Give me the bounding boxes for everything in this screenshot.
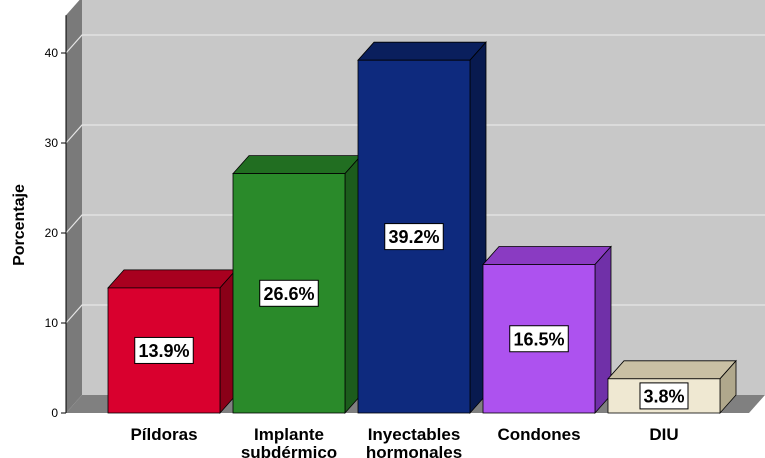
x-tick-label: DIU bbox=[649, 425, 678, 444]
data-label-box bbox=[134, 336, 194, 364]
data-label: 16.5% bbox=[509, 325, 569, 353]
data-labels: 13.9% 26.6% 39.2% 16.5% 3.8% bbox=[134, 223, 689, 410]
data-label: 3.8% bbox=[639, 382, 689, 410]
data-label-box bbox=[259, 279, 319, 307]
x-tick-label: Implante bbox=[254, 425, 324, 444]
bar-top bbox=[232, 155, 362, 175]
gridline bbox=[65, 214, 765, 234]
bars bbox=[107, 41, 737, 415]
y-axis: 0 10 20 30 40 bbox=[45, 15, 67, 420]
y-tick-label: 10 bbox=[45, 316, 59, 330]
data-label-text: 39.2% bbox=[388, 227, 439, 247]
x-tick-label: Condones bbox=[497, 425, 580, 444]
bar bbox=[357, 41, 487, 415]
y-axis-title: Porcentaje bbox=[11, 184, 28, 266]
y-tick-label: 0 bbox=[51, 406, 58, 420]
y-tick-label: 20 bbox=[45, 226, 59, 240]
data-label: 26.6% bbox=[259, 279, 319, 307]
bar-top bbox=[357, 41, 487, 61]
gridlines bbox=[65, 34, 765, 324]
data-label: 39.2% bbox=[384, 223, 444, 251]
bar-top bbox=[107, 269, 237, 289]
bar-top bbox=[482, 246, 612, 265]
data-label-text: 26.6% bbox=[263, 284, 314, 304]
data-label-box bbox=[509, 325, 569, 353]
bar-top bbox=[607, 360, 737, 380]
x-tick-label: subdérmico bbox=[241, 443, 337, 458]
gridline bbox=[65, 34, 765, 54]
data-label: 13.9% bbox=[134, 336, 194, 364]
data-label-box bbox=[384, 223, 444, 251]
data-label-box bbox=[639, 382, 689, 410]
x-tick-label: Inyectables bbox=[368, 425, 461, 444]
x-tick-label: hormonales bbox=[366, 443, 462, 458]
side-wall bbox=[66, 0, 82, 413]
gridline bbox=[65, 124, 765, 144]
data-label-text: 13.9% bbox=[138, 341, 189, 361]
x-tick-label: Píldoras bbox=[130, 425, 197, 444]
y-tick-label: 30 bbox=[45, 136, 59, 150]
data-label-text: 3.8% bbox=[643, 386, 684, 406]
data-label-text: 16.5% bbox=[513, 329, 564, 349]
y-tick-label: 40 bbox=[45, 46, 59, 60]
